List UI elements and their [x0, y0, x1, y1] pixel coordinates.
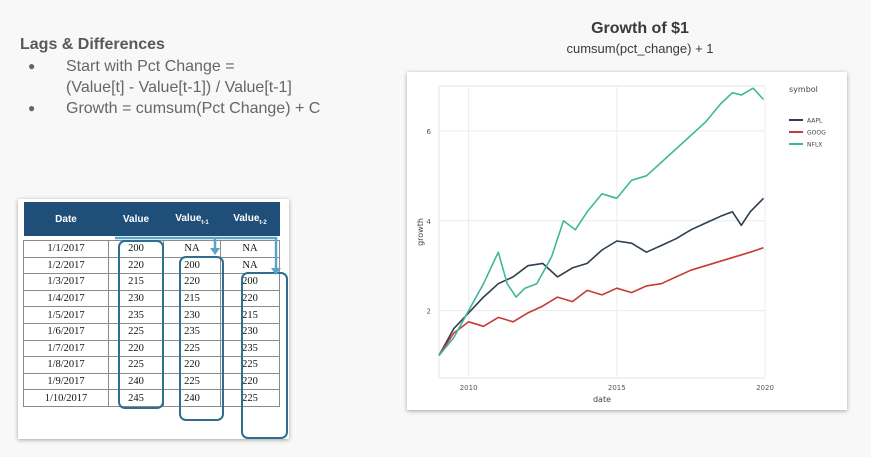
series-line-nflx: [438, 87, 765, 357]
header-date: Date: [23, 202, 109, 236]
header-value-lag2: Valuet-2: [220, 202, 280, 236]
x-tick-label: 2015: [608, 384, 626, 392]
bullet-line: (Value[t] - Value[t-1]) / Value[t-1]: [66, 79, 292, 96]
header-subscript: t-1: [201, 219, 209, 226]
header-label: Value: [175, 212, 202, 224]
header-label: Value: [233, 212, 260, 224]
legend-item: GOOG: [807, 130, 826, 137]
plot-area: [438, 85, 766, 379]
growth-chart: 2 4 6 2010 2015 2020 date growth symbol AAPL GOOG N…: [416, 85, 826, 404]
value-highlight-box: [118, 240, 164, 409]
bullet-line: Start with Pct Change =: [66, 58, 235, 75]
legend-item: AAPL: [807, 118, 823, 125]
lag-highlight-overlay: [115, 236, 288, 439]
table-row: 1/2/2017 220 200 NA: [23, 256, 280, 275]
slide-title: Lags & Differences: [20, 36, 165, 53]
table-row: 1/8/2017 225 220 225: [23, 356, 280, 374]
table-row: 1/4/2017 230 215 220: [23, 289, 280, 308]
lag2-highlight-box: [241, 272, 288, 439]
x-tick-label: 2020: [756, 384, 774, 392]
y-axis-label: growth: [416, 218, 425, 246]
table-header-row: Date Value Valuet-1 Valuet-2: [23, 202, 280, 236]
arrow-head-icon: [271, 268, 281, 275]
series-line-aapl: [438, 197, 765, 356]
header-value-lag1: Valuet-1: [163, 202, 221, 236]
y-tick-label: 4: [427, 218, 432, 226]
x-axis-label: date: [593, 395, 611, 404]
header-value: Value: [108, 202, 164, 236]
y-tick-label: 2: [427, 308, 431, 316]
lag1-highlight-box: [179, 256, 224, 421]
x-tick-label: 2010: [460, 384, 478, 392]
chart-subtitle: cumsum(pct_change) + 1: [566, 41, 714, 56]
bullet-growth: Growth = cumsum(Pct Change) + C: [28, 98, 320, 119]
bullet-list: Start with Pct Change = (Value[t] - Valu…: [28, 56, 320, 119]
legend-item: NFLX: [807, 142, 822, 149]
chart-panel: 2 4 6 2010 2015 2020 date growth symbol AAPL GOOG N…: [407, 72, 847, 410]
bullet-pct-change: Start with Pct Change = (Value[t] - Valu…: [28, 56, 320, 98]
legend-title: symbol: [789, 85, 818, 94]
arrow-head-icon: [210, 248, 220, 255]
y-tick-label: 6: [427, 128, 432, 136]
lag-arrow-line: [115, 236, 278, 269]
cell-value-lag2: 225: [220, 389, 280, 407]
bullet-line: Growth = cumsum(Pct Change) + C: [66, 100, 321, 117]
series-line-goog: [438, 246, 764, 356]
table-row: 1/6/2017 225 235 230: [23, 322, 280, 341]
chart-title: Growth of $1: [591, 20, 689, 37]
header-subscript: t-2: [259, 219, 267, 226]
lag-table-panel: Date Value Valuet-1 Valuet-2 1/1/2017 200…: [18, 199, 289, 439]
